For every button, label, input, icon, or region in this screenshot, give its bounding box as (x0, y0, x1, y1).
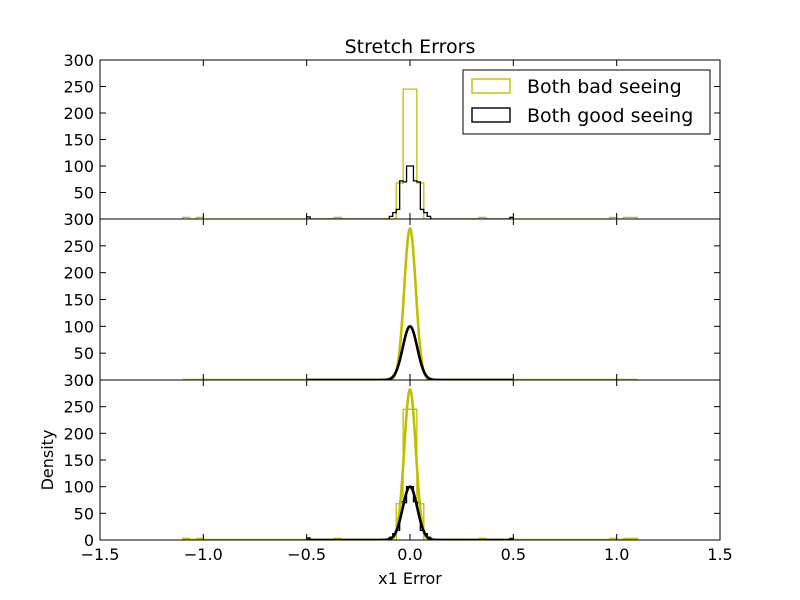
histogram-good-seeing (306, 486, 514, 540)
x-tick-label: −1.0 (184, 545, 223, 564)
panel-3: 0 50 100 150 200 250 300 −1.5 −1.0 −0.5 0.0 0.5 1.0 1… (63, 371, 732, 564)
legend-box (462, 69, 711, 135)
y-tick-label: 200 (63, 264, 94, 283)
panel-1: 0 50 100 150 200 250 300 (63, 51, 721, 229)
x-axis-label: x1 Error (378, 569, 442, 588)
y-tick-label: 300 (63, 210, 94, 229)
legend-swatch-bad-seeing (471, 78, 511, 94)
panel-plot-area (182, 226, 638, 380)
y-tick-label: 200 (63, 104, 94, 123)
legend-swatch-good-seeing (471, 107, 511, 123)
histogram-good-seeing (306, 165, 514, 219)
x-tick-label: −0.5 (287, 545, 326, 564)
y-tick-label: 50 (74, 184, 94, 203)
density-curve-good-seeing (306, 325, 514, 380)
y-tick-label: 300 (63, 371, 94, 390)
y-tick-label: 200 (63, 424, 94, 443)
y-tick-label: 150 (63, 131, 94, 150)
x-tick-label: 0.5 (501, 545, 526, 564)
y-tick-label: 300 (63, 51, 94, 70)
x-tick-label: −1.5 (81, 545, 120, 564)
x-tick-label: 1.0 (604, 545, 629, 564)
chart-title: Stretch Errors (345, 36, 476, 58)
y-tick-label: 150 (63, 291, 94, 310)
y-tick-label: 150 (63, 451, 94, 470)
y-tick-label: 50 (74, 344, 94, 363)
y-tick-label: 250 (63, 78, 94, 97)
panel-plot-area (182, 88, 638, 219)
histogram-bad-seeing (182, 408, 638, 540)
x-tick-label: 0.0 (397, 545, 422, 564)
density-curve-bad-seeing (182, 387, 638, 540)
legend-label-good-seeing: Both good seeing (527, 105, 693, 127)
y-tick-label: 50 (74, 504, 94, 523)
chart-panels: 0501001502002503000501001502002503000501… (63, 51, 732, 564)
y-tick-label: 100 (63, 317, 94, 336)
y-tick-label: 100 (63, 157, 94, 176)
panel-frame (99, 379, 721, 541)
y-tick-label: 100 (63, 478, 94, 497)
panel-frame (99, 218, 721, 381)
y-tick-label: 0 (84, 210, 94, 229)
y-tick-label: 250 (63, 398, 94, 417)
chart-legend: Both bad seeing Both good seeing (462, 69, 711, 135)
panel-2: 0 50 100 150 200 250 300 (63, 210, 721, 390)
x-tick-label: 1.5 (707, 545, 732, 564)
y-tick-label: 0 (84, 531, 94, 550)
panel-plot-area (182, 387, 638, 540)
density-curve-bad-seeing (182, 226, 638, 380)
legend-label-bad-seeing: Both bad seeing (527, 76, 682, 98)
y-tick-label: 250 (63, 237, 94, 256)
y-axis-label: Density (38, 430, 57, 491)
y-tick-label: 0 (84, 371, 94, 390)
density-curve-good-seeing (306, 485, 514, 540)
histogram-bad-seeing (182, 88, 638, 219)
